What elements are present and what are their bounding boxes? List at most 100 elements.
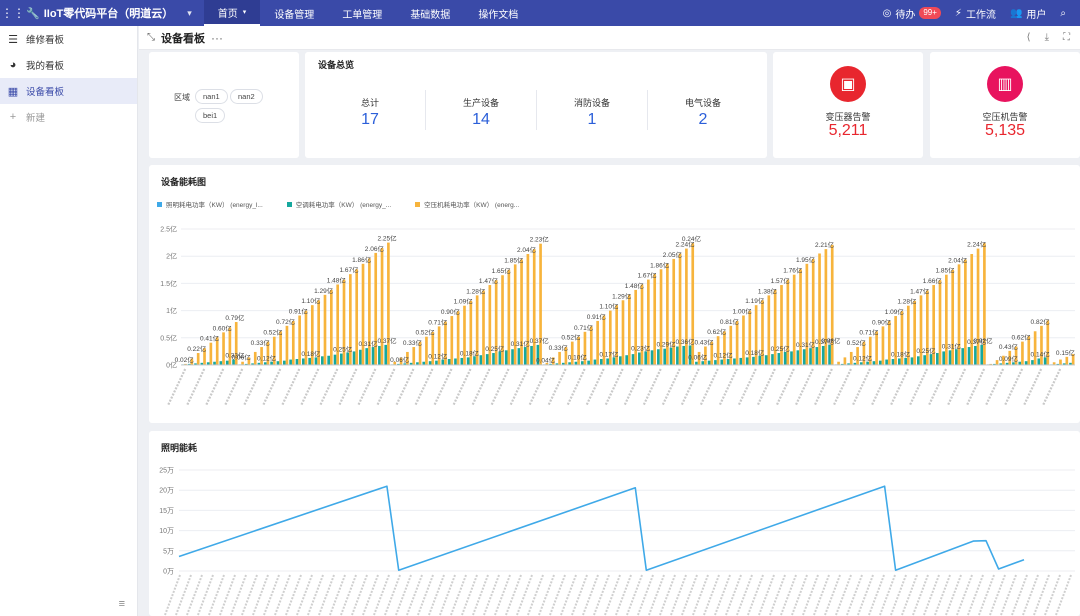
ac-bar[interactable] [916,356,920,365]
ac-bar[interactable] [365,348,369,365]
compressor-bar[interactable] [190,358,194,365]
compressor-bar[interactable] [247,357,251,365]
compressor-bar[interactable] [849,351,853,365]
ac-bar[interactable] [942,351,946,365]
ac-bar[interactable] [999,363,1003,365]
compressor-bar[interactable] [710,341,714,365]
compressor-bar[interactable] [406,351,409,365]
ac-bar[interactable] [384,344,388,365]
compressor-bar[interactable] [272,336,276,365]
ac-bar[interactable] [669,347,673,365]
ac-bar[interactable] [904,357,907,365]
ac-bar[interactable] [257,362,261,365]
compressor-bar[interactable] [374,252,378,365]
compressor-bar[interactable] [260,347,263,365]
sidebar-item-my-board[interactable]: ◕ 我的看板 [0,52,137,78]
compressor-bar[interactable] [444,321,447,365]
ac-bar[interactable] [555,363,559,365]
compressor-bar[interactable] [1040,325,1043,365]
compressor-bar[interactable] [608,310,612,365]
compressor-bar[interactable] [900,311,904,365]
app-brand[interactable]: 🔧 IIoT零代码平台（明道云） ▾ [26,5,200,21]
ac-bar[interactable] [695,361,698,365]
compressor-bar[interactable] [773,289,777,365]
ac-bar[interactable] [625,355,628,365]
ac-bar[interactable] [752,356,755,365]
ac-bar[interactable] [853,362,857,365]
nav-work-orders[interactable]: 工单管理 [342,9,383,21]
ac-bar[interactable] [498,351,502,365]
compressor-bar[interactable] [583,331,587,365]
compressor-bar[interactable] [748,310,752,365]
ac-bar[interactable] [872,361,876,365]
more-icon[interactable]: ··· [211,30,223,45]
compressor-bar[interactable] [995,360,999,365]
ac-bar[interactable] [726,359,730,365]
compressor-bar[interactable] [830,244,834,365]
ac-bar[interactable] [346,352,350,365]
compressor-bar[interactable] [368,258,371,365]
compressor-bar[interactable] [456,311,460,365]
ac-bar[interactable] [206,362,210,365]
ac-bar[interactable] [479,355,483,365]
ac-bar[interactable] [739,357,743,365]
compressor-bar[interactable] [513,264,517,365]
compressor-bar[interactable] [215,337,219,365]
ac-bar[interactable] [701,361,705,365]
search-button[interactable]: ⌕ [1060,8,1066,19]
ac-bar[interactable] [707,360,711,365]
ac-bar[interactable] [1037,358,1041,365]
sidebar-item-new[interactable]: + 新建 [0,104,137,130]
compressor-bar[interactable] [843,357,847,365]
compressor-bar[interactable] [792,274,796,365]
compressor-bar[interactable] [399,357,403,365]
compressor-bar[interactable] [234,322,238,365]
legend-item-compressor[interactable]: 空压机耗电功率（KW） (energ... [415,199,519,209]
ac-bar[interactable] [923,355,926,365]
ac-bar[interactable] [587,360,590,365]
compressor-bar[interactable] [304,310,308,365]
ac-bar[interactable] [523,347,527,365]
ac-bar[interactable] [980,344,984,365]
ac-bar[interactable] [466,357,470,365]
compressor-bar[interactable] [887,320,891,365]
users-button[interactable]: 👥 用户 [1009,7,1047,21]
compressor-bar[interactable] [685,248,688,365]
ac-bar[interactable] [682,345,686,365]
ac-bar[interactable] [974,345,977,365]
ac-bar[interactable] [200,362,204,365]
ac-bar[interactable] [936,353,939,365]
ac-bar[interactable] [967,347,971,365]
ac-bar[interactable] [764,355,768,365]
ac-bar[interactable] [219,361,223,365]
compressor-bar[interactable] [387,242,390,365]
compressor-bar[interactable] [761,300,764,365]
compressor-bar[interactable] [1002,355,1005,365]
ac-bar[interactable] [1062,363,1066,365]
compressor-bar[interactable] [551,357,555,365]
compressor-bar[interactable] [577,336,580,365]
compressor-bar[interactable] [285,325,289,365]
compressor-bar[interactable] [1046,320,1050,365]
compressor-bar[interactable] [349,274,352,365]
compressor-bar[interactable] [532,249,536,365]
ac-bar[interactable] [416,362,419,365]
ac-bar[interactable] [263,362,267,365]
ac-bar[interactable] [828,344,831,365]
ac-bar[interactable] [473,356,476,365]
compressor-bar[interactable] [945,274,948,365]
ac-bar[interactable] [1012,362,1015,365]
region-chip-nan2[interactable]: nan2 [230,89,263,104]
ac-bar[interactable] [352,351,356,365]
compressor-bar[interactable] [628,294,631,365]
compressor-bar[interactable] [222,332,225,365]
ac-bar[interactable] [1024,361,1028,365]
compressor-bar[interactable] [241,361,244,365]
ac-bar[interactable] [282,360,286,365]
compressor-bar[interactable] [342,279,346,365]
ac-bar[interactable] [948,350,952,365]
ac-bar[interactable] [815,347,819,365]
ac-bar[interactable] [1018,361,1022,365]
ac-bar[interactable] [618,356,622,365]
compressor-bar[interactable] [196,353,200,365]
